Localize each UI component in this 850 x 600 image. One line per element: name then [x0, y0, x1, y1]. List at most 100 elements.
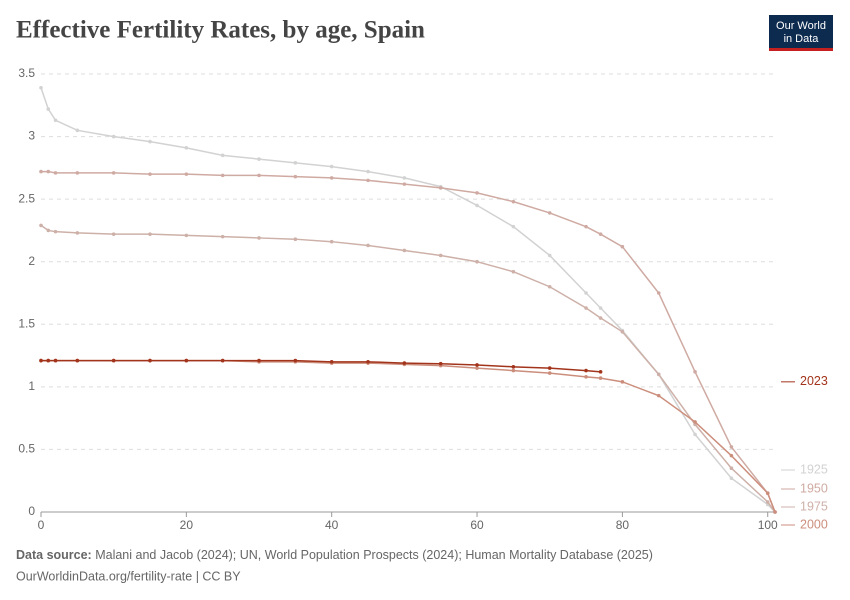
- data-point: [53, 118, 58, 123]
- data-point: [438, 253, 443, 258]
- data-point: [184, 358, 189, 363]
- data-point: [729, 476, 734, 481]
- data-point: [598, 232, 603, 236]
- data-point: [584, 306, 588, 310]
- data-point: [366, 169, 370, 174]
- data-point: [475, 191, 479, 195]
- data-point: [39, 169, 43, 174]
- x-tick-label: 100: [758, 518, 778, 532]
- data-point: [75, 358, 80, 363]
- data-point: [257, 358, 261, 363]
- logo-text: Our World: [776, 20, 826, 32]
- source-text: Malani and Jacob (2024); UN, World Popul…: [95, 548, 653, 562]
- data-point: [148, 172, 152, 176]
- data-point: [547, 366, 552, 370]
- y-tick-label: 0: [28, 504, 35, 518]
- data-point: [220, 358, 225, 363]
- data-point: [293, 161, 298, 165]
- data-point: [765, 500, 770, 504]
- data-point: [329, 164, 334, 169]
- data-point: [46, 228, 51, 233]
- data-point: [547, 211, 552, 215]
- data-point: [75, 128, 80, 133]
- data-point: [257, 236, 261, 240]
- data-point: [184, 233, 189, 238]
- data-point: [53, 171, 58, 175]
- url-line: OurWorldinData.org/fertility-rate | CC B…: [16, 569, 241, 583]
- data-point: [148, 358, 152, 363]
- data-point: [402, 248, 407, 253]
- y-tick-label: 2: [28, 254, 35, 268]
- data-point: [693, 370, 697, 374]
- logo-underline: [769, 48, 833, 51]
- chart-title: Effective Fertility Rates, by age, Spain: [16, 17, 425, 44]
- data-point: [584, 368, 588, 373]
- data-point: [656, 372, 661, 377]
- series-line: [41, 170, 776, 513]
- data-point: [547, 284, 552, 289]
- data-point: [475, 363, 479, 367]
- series-line: [40, 224, 776, 513]
- data-point: [46, 358, 51, 363]
- data-point: [693, 432, 697, 437]
- data-point: [75, 231, 80, 235]
- x-tick-label: 20: [180, 518, 194, 532]
- data-point: [111, 134, 116, 139]
- data-point: [184, 146, 189, 150]
- data-point: [329, 176, 334, 180]
- data-point: [46, 169, 51, 174]
- data-point: [620, 380, 625, 384]
- y-tick-label: 3.5: [18, 66, 35, 80]
- data-point: [148, 139, 152, 144]
- data-point: [729, 445, 734, 449]
- data-point: [111, 358, 116, 363]
- data-point: [148, 232, 152, 236]
- legend-label: 1975: [800, 499, 828, 513]
- data-point: [656, 393, 661, 398]
- x-tick-label: 40: [325, 518, 339, 532]
- data-point: [511, 199, 516, 204]
- logo-box: [769, 15, 833, 51]
- data-point: [475, 259, 479, 264]
- x-tick-label: 80: [616, 518, 630, 532]
- data-point: [366, 178, 370, 183]
- series-line: [40, 87, 776, 513]
- data-point: [773, 510, 777, 514]
- data-point: [402, 182, 407, 186]
- data-point: [475, 203, 479, 208]
- data-point: [39, 85, 43, 90]
- y-tick-label: 1: [28, 379, 35, 393]
- legend-label: 1925: [800, 462, 828, 476]
- data-point: [366, 243, 370, 248]
- data-point: [111, 232, 116, 236]
- data-point: [257, 173, 261, 178]
- data-point: [584, 291, 588, 295]
- data-point: [765, 491, 770, 496]
- data-point: [220, 153, 225, 158]
- data-point: [598, 316, 603, 320]
- data-point: [293, 237, 298, 241]
- data-point: [366, 360, 370, 364]
- data-point: [620, 329, 625, 334]
- data-point: [547, 371, 552, 375]
- logo-text: in Data: [784, 33, 820, 45]
- x-tick-label: 60: [470, 518, 484, 532]
- data-point: [598, 370, 603, 374]
- data-point: [511, 365, 516, 369]
- data-point: [111, 171, 116, 175]
- data-point: [729, 466, 734, 471]
- data-point: [620, 244, 625, 249]
- data-point: [293, 174, 298, 179]
- data-point: [75, 171, 80, 175]
- data-point: [184, 172, 189, 176]
- data-point: [729, 453, 734, 458]
- data-point: [220, 234, 225, 239]
- data-point: [584, 224, 588, 229]
- data-point: [39, 223, 43, 228]
- x-tick-label: 0: [38, 518, 45, 532]
- data-point: [475, 366, 479, 370]
- data-point: [511, 224, 516, 229]
- legend-label: 1950: [800, 481, 828, 495]
- legend-label: 2000: [800, 517, 828, 531]
- data-point: [584, 375, 588, 379]
